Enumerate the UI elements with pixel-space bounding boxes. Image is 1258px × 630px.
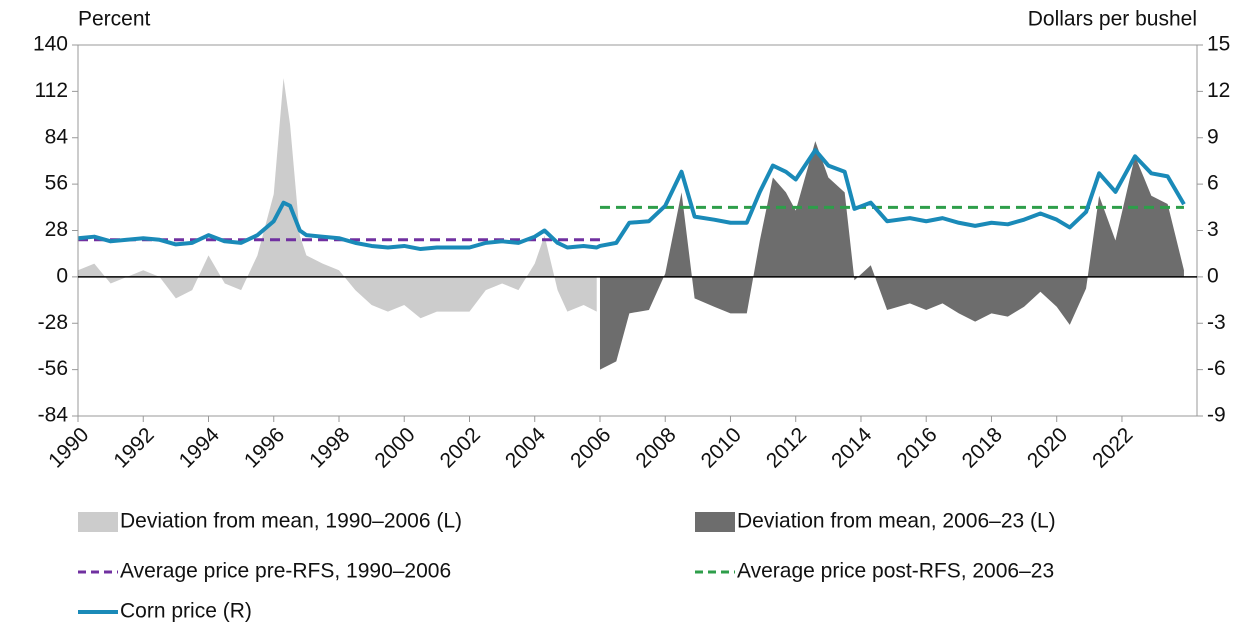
y-tick-label: 84 bbox=[45, 125, 69, 148]
y-axis-label: Percent bbox=[78, 8, 151, 31]
y2-tick-label: 9 bbox=[1207, 125, 1219, 148]
x-tick-label: 2000 bbox=[370, 423, 419, 472]
legend-label: Average price pre-RFS, 1990–2006 bbox=[120, 560, 451, 583]
x-tick-label: 2002 bbox=[436, 423, 485, 472]
legend-swatch bbox=[78, 512, 118, 532]
x-tick-label: 1990 bbox=[44, 423, 93, 472]
y-tick-label: -28 bbox=[38, 311, 68, 334]
y2-tick-label: 15 bbox=[1207, 33, 1230, 56]
x-tick-label: 2014 bbox=[827, 423, 877, 473]
x-tick-label: 2006 bbox=[566, 423, 615, 472]
y-tick-label: -84 bbox=[38, 404, 69, 427]
x-tick-label: 2016 bbox=[892, 423, 941, 472]
y2-axis-label: Dollars per bushel bbox=[1028, 8, 1197, 31]
x-tick-label: 2018 bbox=[958, 423, 1007, 472]
x-tick-label: 1992 bbox=[109, 423, 158, 472]
y-tick-label: 56 bbox=[45, 172, 68, 195]
deviation-area bbox=[78, 78, 597, 319]
x-tick-label: 2008 bbox=[631, 423, 680, 472]
x-tick-label: 1996 bbox=[240, 423, 289, 472]
legend-swatch bbox=[695, 512, 735, 532]
y2-tick-label: -3 bbox=[1207, 311, 1226, 334]
legend-label: Corn price (R) bbox=[120, 600, 252, 623]
legend-label: Deviation from mean, 2006–23 (L) bbox=[737, 510, 1056, 533]
y2-tick-label: -6 bbox=[1207, 357, 1226, 380]
x-tick-label: 2010 bbox=[697, 423, 746, 472]
y2-tick-label: 12 bbox=[1207, 79, 1230, 102]
y2-tick-label: 3 bbox=[1207, 218, 1219, 241]
x-tick-label: 2020 bbox=[1023, 423, 1072, 472]
legend-label: Deviation from mean, 1990–2006 (L) bbox=[120, 510, 462, 533]
y-tick-label: 112 bbox=[35, 79, 68, 102]
y-tick-label: 0 bbox=[56, 264, 68, 287]
x-tick-label: 2004 bbox=[501, 423, 551, 473]
x-tick-label: 2012 bbox=[762, 423, 811, 472]
y2-tick-label: -9 bbox=[1207, 404, 1226, 427]
x-tick-label: 1998 bbox=[305, 423, 354, 472]
y-tick-label: -56 bbox=[38, 357, 68, 380]
deviation-area bbox=[599, 141, 1184, 370]
price-line bbox=[77, 148, 1186, 252]
x-tick-label: 1994 bbox=[175, 423, 225, 473]
y2-tick-label: 0 bbox=[1207, 264, 1219, 287]
y-tick-label: 28 bbox=[45, 218, 68, 241]
y-tick-label: 140 bbox=[33, 33, 68, 56]
legend-label: Average price post-RFS, 2006–23 bbox=[737, 560, 1054, 583]
y2-tick-label: 6 bbox=[1207, 172, 1219, 195]
x-tick-label: 2022 bbox=[1088, 423, 1137, 472]
